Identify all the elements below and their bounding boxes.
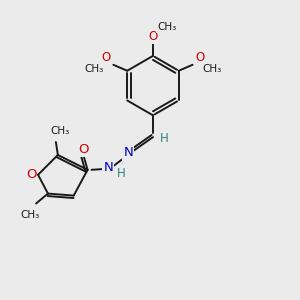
Text: O: O [78,142,89,155]
Text: N: N [103,161,113,174]
Text: O: O [102,51,111,64]
Text: CH₃: CH₃ [50,126,70,136]
Text: N: N [123,146,133,160]
Text: CH₃: CH₃ [20,210,40,220]
Text: CH₃: CH₃ [84,64,103,74]
Text: H: H [117,167,126,180]
Text: O: O [195,51,204,64]
Text: O: O [148,30,158,43]
Text: CH₃: CH₃ [203,64,222,74]
Text: O: O [26,168,36,181]
Text: H: H [160,132,168,145]
Text: CH₃: CH₃ [157,22,176,32]
